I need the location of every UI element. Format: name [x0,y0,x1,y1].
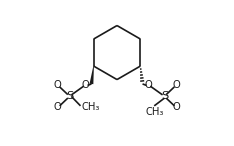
Text: O: O [54,80,62,90]
Text: O: O [172,102,180,112]
Text: O: O [54,102,62,112]
Text: CH₃: CH₃ [145,107,163,117]
Text: S: S [161,91,168,101]
Text: O: O [172,80,180,90]
Text: O: O [82,80,89,90]
Polygon shape [90,66,94,84]
Text: S: S [66,91,73,101]
Text: CH₃: CH₃ [82,102,100,112]
Text: O: O [145,80,152,90]
